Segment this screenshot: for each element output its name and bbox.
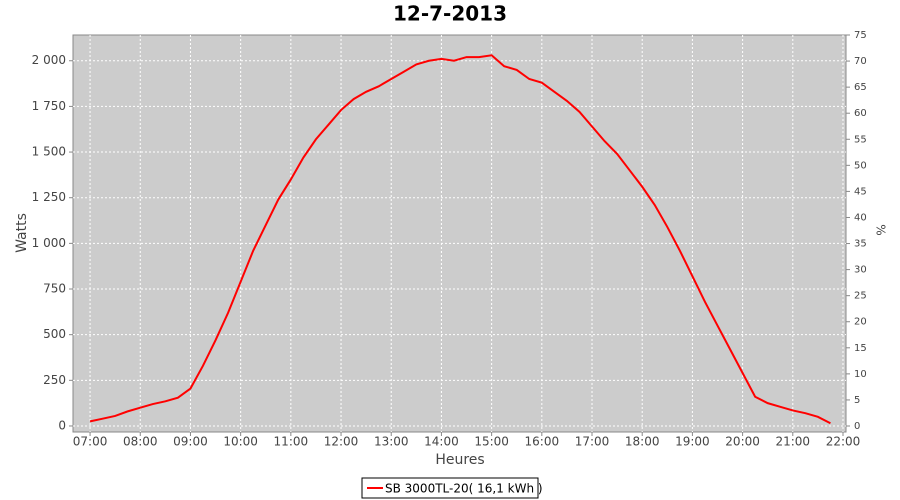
- x-tick-label: 10:00: [223, 435, 258, 449]
- y2-tick-label: 20: [854, 317, 867, 328]
- y2-tick-label: 25: [854, 291, 867, 302]
- y2-tick-label: 15: [854, 343, 867, 354]
- y2-tick-label: 35: [854, 239, 867, 250]
- y-tick-label: 1 000: [32, 236, 66, 250]
- chart-title: 12-7-2013: [393, 2, 507, 26]
- y-tick-label: 500: [43, 327, 66, 341]
- y-tick-label: 0: [58, 418, 66, 432]
- y2-tick-label: 50: [854, 160, 867, 171]
- y2-tick-label: 75: [854, 30, 867, 41]
- x-tick-label: 17:00: [575, 435, 610, 449]
- legend: [361, 477, 539, 499]
- y-tick-label: 250: [43, 373, 66, 387]
- y2-tick-label: 5: [854, 395, 860, 406]
- x-tick-label: 15:00: [474, 435, 509, 449]
- x-tick-label: 19:00: [675, 435, 710, 449]
- x-tick-label: 11:00: [274, 435, 309, 449]
- y2-tick-label: 70: [854, 56, 867, 67]
- x-tick-label: 21:00: [775, 435, 810, 449]
- x-tick-label: 20:00: [725, 435, 760, 449]
- y2-tick-label: 65: [854, 82, 867, 93]
- x-axis-label: Heures: [435, 452, 484, 468]
- y2-tick-label: 10: [854, 369, 867, 380]
- x-tick-label: 16:00: [525, 435, 560, 449]
- y-axis-label: Watts: [14, 213, 30, 253]
- x-tick-label: 12:00: [324, 435, 359, 449]
- y2-tick-label: 30: [854, 265, 867, 276]
- x-tick-label: 09:00: [173, 435, 208, 449]
- y-tick-label: 1 500: [32, 145, 66, 159]
- y2-tick-label: 45: [854, 186, 867, 197]
- data-line: [89, 54, 831, 425]
- y2-tick-label: 60: [854, 108, 867, 119]
- x-tick-label: 08:00: [123, 435, 158, 449]
- y2-axis-label: %: [874, 224, 888, 235]
- x-tick-label: 22:00: [826, 435, 861, 449]
- x-tick-label: 13:00: [374, 435, 409, 449]
- y-tick-label: 750: [43, 282, 66, 296]
- y-tick-label: 1 750: [32, 99, 66, 113]
- y2-tick-label: 40: [854, 212, 867, 223]
- y2-tick-label: 55: [854, 134, 867, 145]
- y-tick-label: 1 250: [32, 190, 66, 204]
- y-tick-label: 2 000: [32, 53, 66, 67]
- legend-label: SB 3000TL-20( 16,1 kWh ): [385, 482, 543, 496]
- x-tick-label: 07:00: [73, 435, 108, 449]
- plot-area: [72, 34, 847, 433]
- x-tick-label: 14:00: [424, 435, 459, 449]
- y2-tick-label: 0: [854, 421, 860, 432]
- x-tick-label: 18:00: [625, 435, 660, 449]
